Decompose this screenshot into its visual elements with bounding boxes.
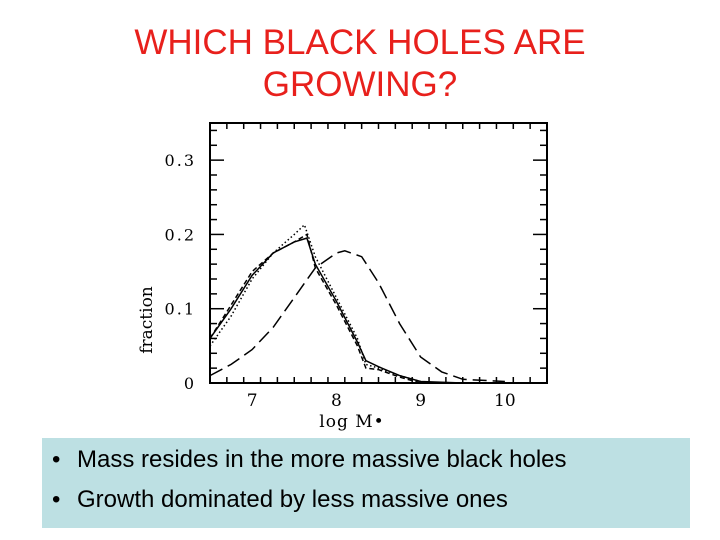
title-line-1: WHICH BLACK HOLES ARE (134, 23, 586, 62)
y-tick-label: 0 (184, 374, 196, 393)
x-tick-label: 8 (331, 391, 342, 411)
y-tick-label: 0.1 (165, 300, 196, 319)
y-tick-label: 0.2 (165, 225, 196, 244)
x-axis-label: log M• (319, 412, 384, 432)
series-line-long-dash (209, 250, 505, 383)
bullet-box: Mass resides in the more massive black h… (42, 438, 690, 528)
y-tick-label: 0.3 (165, 151, 196, 170)
x-tick-label: 7 (247, 391, 258, 411)
plot-frame (209, 122, 548, 384)
title-line-2: GROWING? (262, 65, 458, 104)
x-tick-label: 9 (415, 391, 426, 411)
series-line-dotted (209, 223, 421, 383)
series-line-solid (209, 237, 463, 384)
x-tick-label: 10 (494, 391, 516, 411)
slide-title: WHICH BLACK HOLES ARE GROWING? (0, 22, 720, 106)
bullet-item: Growth dominated by less massive ones (42, 480, 690, 520)
bullet-item: Mass resides in the more massive black h… (42, 440, 690, 480)
y-axis-label: fraction (137, 286, 157, 354)
